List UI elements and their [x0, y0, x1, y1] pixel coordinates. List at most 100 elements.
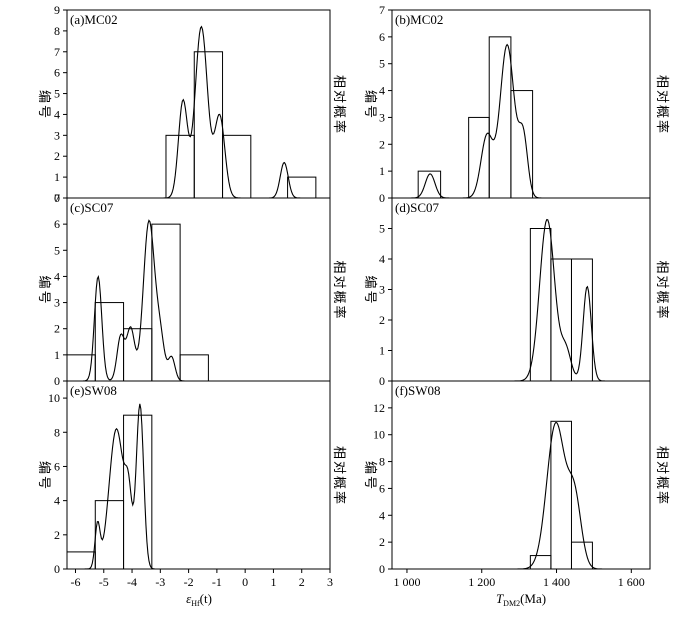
y-tick-label: 4: [54, 107, 60, 121]
x-tick-label: 3: [327, 575, 333, 589]
y-axis-label-char: 号: [37, 290, 52, 303]
y-tick-label: 2: [379, 137, 385, 151]
y-tick-label: 7: [379, 3, 385, 17]
y-axis-label-char: 编: [37, 275, 52, 288]
histogram-bar: [510, 90, 534, 199]
y-tick-label: 4: [379, 508, 385, 522]
y-tick-label: 3: [379, 283, 385, 297]
x-tick-label: -2: [184, 575, 194, 589]
histogram-bar: [488, 36, 512, 199]
panel-title: (f)SW08: [395, 383, 441, 398]
x-axis-label-ehf: εHf(t): [186, 591, 212, 608]
y-tick-label: 4: [54, 269, 60, 283]
secondary-y-axis-label-char: 概: [332, 290, 347, 303]
y-axis-label-char: 编: [363, 461, 378, 474]
y-axis-label-char: 号: [363, 105, 378, 118]
secondary-y-axis-label-char: 对: [655, 461, 670, 474]
probability-curve: [67, 403, 330, 570]
y-tick-label: 2: [54, 528, 60, 542]
secondary-y-axis-label-char: 概: [655, 476, 670, 489]
y-tick-label: 2: [54, 149, 60, 163]
y-tick-label: 8: [54, 425, 60, 439]
y-tick-label: 7: [54, 191, 60, 205]
secondary-y-axis-label-char: 对: [332, 461, 347, 474]
panel-title: (e)SW08: [70, 383, 117, 398]
y-tick-label: 10: [48, 391, 60, 405]
secondary-y-axis-label-char: 相: [332, 260, 347, 273]
x-tick-label: -4: [127, 575, 137, 589]
y-tick-label: 5: [379, 222, 385, 236]
x-tick-label: 1 600: [618, 575, 645, 589]
y-tick-label: 1: [379, 344, 385, 358]
secondary-y-axis-label-char: 概: [655, 290, 670, 303]
probability-curve: [392, 421, 650, 570]
panel-frame: [391, 197, 651, 382]
y-axis-label: 编号: [37, 461, 52, 489]
secondary-y-axis-label-char: 相: [332, 75, 347, 88]
y-tick-label: 9: [54, 3, 60, 17]
y-axis-label-char: 编: [363, 275, 378, 288]
y-axis-label: 编号: [363, 90, 378, 118]
panel-frame: [66, 380, 331, 570]
secondary-y-axis-label-char: 相: [655, 446, 670, 459]
secondary-y-axis-label-char: 相: [655, 75, 670, 88]
y-axis-label: 编号: [363, 461, 378, 489]
y-tick-label: 1: [54, 170, 60, 184]
y-tick-label: 4: [379, 84, 385, 98]
x-tick-label: -1: [212, 575, 222, 589]
y-tick-label: 0: [379, 191, 385, 205]
y-tick-label: 5: [379, 57, 385, 71]
histogram-bar: [570, 541, 593, 570]
y-axis-label-char: 号: [363, 290, 378, 303]
y-tick-label: 2: [379, 313, 385, 327]
x-tick-label: 1 000: [393, 575, 420, 589]
y-axis-label-char: 编: [37, 90, 52, 103]
y-tick-label: 5: [54, 87, 60, 101]
histogram-bar: [287, 176, 317, 199]
y-tick-label: 0: [379, 374, 385, 388]
panel-frame: [391, 380, 651, 570]
y-tick-label: 2: [379, 535, 385, 549]
x-tick-label: -6: [70, 575, 80, 589]
panel-f: 0 2 4 6 8 10 12 1 000 1 200 1 400 1 600 (f)SW08 编号 相对…: [363, 380, 670, 589]
histogram-bar: [165, 134, 195, 199]
secondary-y-axis-label-char: 率: [655, 120, 670, 133]
x-tick-label: 0: [242, 575, 248, 589]
secondary-y-axis-label-char: 率: [655, 305, 670, 318]
y-tick-label: 12: [373, 401, 385, 415]
y-tick-label: 3: [54, 296, 60, 310]
histogram-bar: [570, 258, 593, 382]
y-axis-label-char: 编: [37, 461, 52, 474]
y-axis-label-char: 号: [37, 105, 52, 118]
x-axis-label-tdm2: TDM2(Ma): [496, 591, 546, 608]
y-tick-label: 4: [54, 494, 60, 508]
y-tick-label: 6: [54, 217, 60, 231]
panel-title: (d)SC07: [395, 200, 440, 215]
probability-curve: [67, 25, 330, 199]
secondary-y-axis-label-char: 对: [655, 275, 670, 288]
x-tick-label: 2: [299, 575, 305, 589]
secondary-y-axis-label-char: 概: [655, 105, 670, 118]
x-tick-label: -5: [99, 575, 109, 589]
y-tick-label: 7: [54, 45, 60, 59]
y-tick-label: 0: [54, 562, 60, 576]
histogram-bar: [123, 414, 153, 570]
y-tick-label: 2: [54, 322, 60, 336]
secondary-y-axis-label-char: 概: [332, 476, 347, 489]
y-tick-label: 0: [379, 562, 385, 576]
secondary-y-axis-label-char: 概: [332, 105, 347, 118]
x-tick-label: -3: [155, 575, 165, 589]
histogram-bar: [529, 228, 552, 382]
panel-title: (b)MC02: [395, 12, 443, 27]
